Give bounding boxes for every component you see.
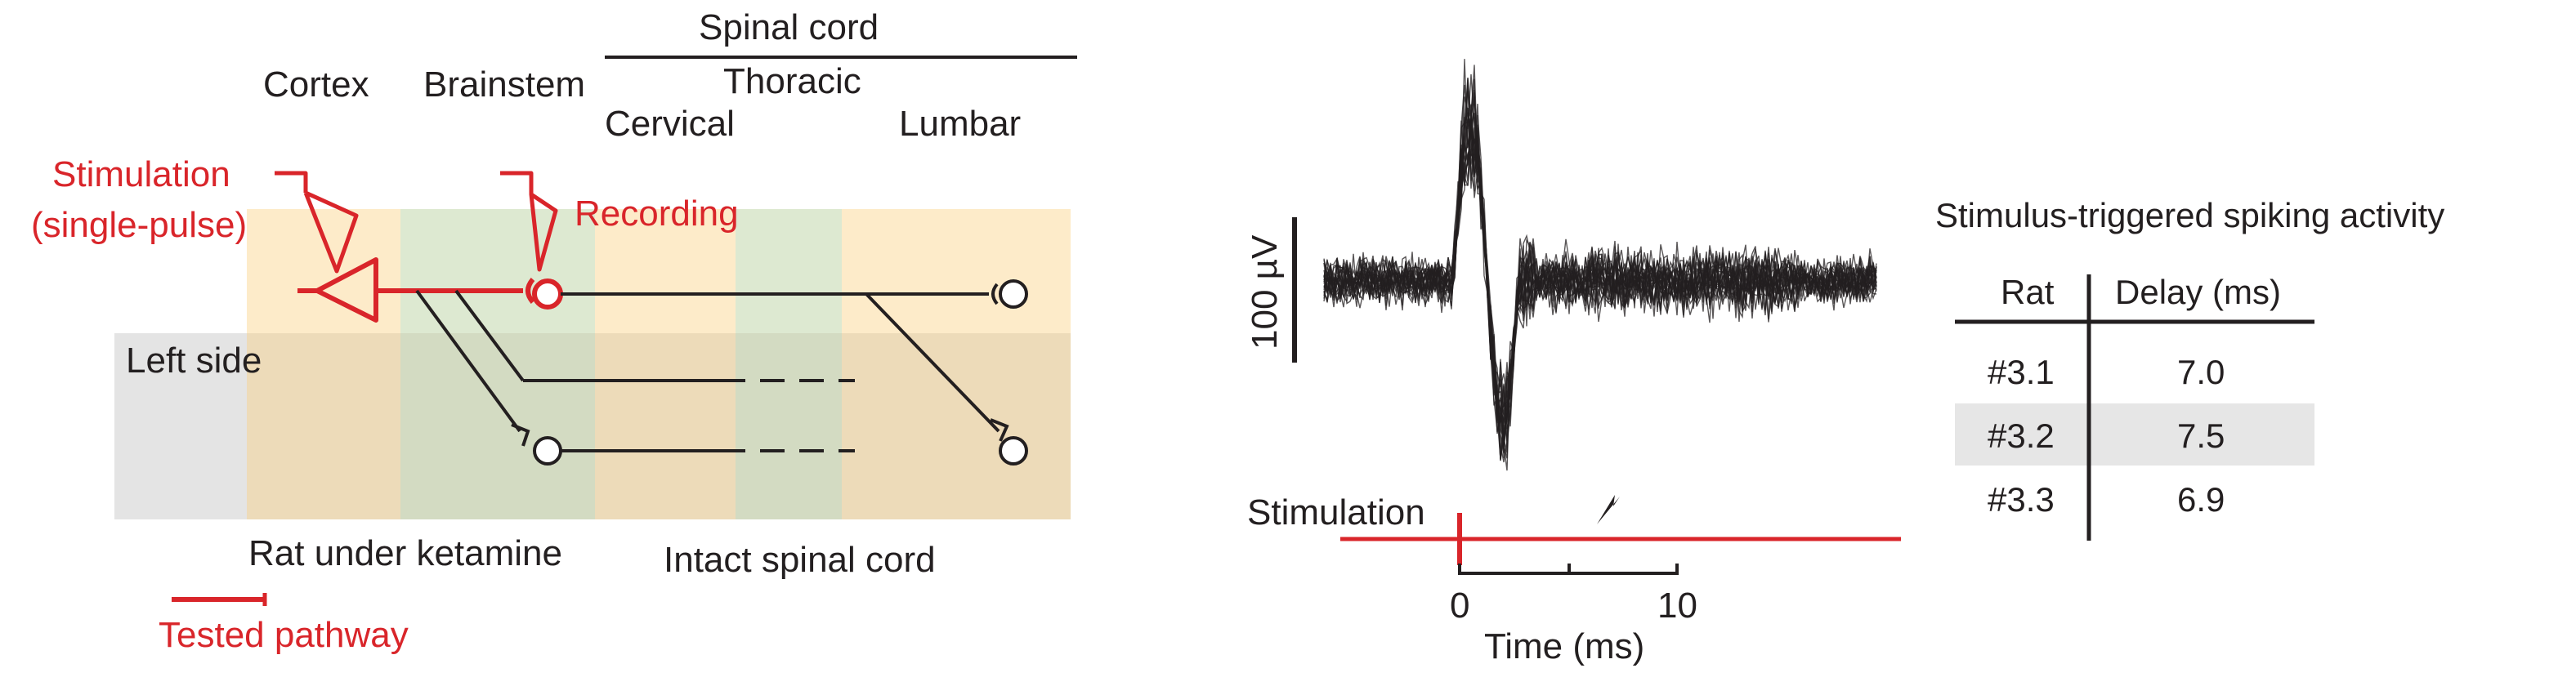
table-cell-rat-3: #3.3 [1988,480,2055,519]
stimulation-trace-label: Stimulation [1247,492,1425,532]
cervical-band [595,209,736,519]
brainstem-label: Brainstem [423,65,585,105]
brainstem-axon-2 [415,289,521,433]
left-side-overlay [247,333,1071,519]
table-cell-rat-1: #3.1 [1988,353,2055,391]
spinal-cord-label: Spinal cord [699,7,879,47]
left-side-label: Left side [126,341,262,381]
spinal-condition-label: Intact spinal cord [664,540,936,580]
thoracic-band [736,209,842,519]
scale-bar-label: 100 µV [1245,234,1285,350]
brainstem-band [400,209,595,519]
spike-trace [1323,78,1877,434]
response-arrowhead [1597,495,1620,524]
table-header-rat: Rat [2001,273,2055,311]
upper-terminal [991,283,999,305]
table-cell-delay-3: 6.9 [2177,480,2225,519]
lower-lumbar-terminal [990,418,1009,442]
tested-pathway-terminal [525,278,535,304]
rat-condition-label: Rat under ketamine [248,533,562,573]
table-cell-delay-1: 7.0 [2177,353,2225,391]
brainstem-terminal [511,423,530,447]
legend-label: Tested pathway [159,615,409,655]
stimulation-label-line2: (single-pulse) [31,205,247,245]
thoracic-label: Thoracic [723,61,861,101]
spike-trace [1323,89,1877,459]
table-cell-rat-2: #3.2 [1988,417,2055,455]
recording-label: Recording [575,194,739,234]
stimulation-label-line1: Stimulation [52,154,230,194]
spike-trace [1323,104,1877,449]
time-tick-label-10: 10 [1657,586,1697,626]
recording-electrode [500,171,558,272]
table-title: Stimulus-triggered spiking activity [1935,196,2444,234]
trace-panel: 100 µV Stimulation 0 10 Time (ms) [1245,59,1901,666]
time-axis-label: Time (ms) [1484,626,1644,666]
cortex-label: Cortex [263,65,369,105]
table-row-highlight [1955,403,2314,466]
upper-lumbar-neuron [999,279,1028,309]
pathway-diagram: Cortex Brainstem Spinal cord Thoracic Ce… [31,7,1077,655]
time-tick-label-0: 0 [1450,586,1469,626]
recorded-neuron [532,278,563,310]
table-header-delay: Delay (ms) [2115,273,2281,311]
stimulation-electrode [275,171,359,274]
results-table: Stimulus-triggered spiking activity Rat … [1935,196,2444,541]
lumbar-band [842,209,1071,519]
table-cell-delay-2: 7.5 [2177,417,2225,455]
crossing-axon-lumbar [865,292,1000,433]
lower-lumbar-neuron [999,436,1028,466]
cervical-label: Cervical [605,104,735,144]
lumbar-label: Lumbar [899,104,1021,144]
overlaid-traces [1323,59,1877,471]
spike-trace [1323,77,1877,427]
brainstem-neuron [533,436,562,466]
spike-trace [1323,138,1877,453]
brainstem-axon-1 [454,289,525,382]
